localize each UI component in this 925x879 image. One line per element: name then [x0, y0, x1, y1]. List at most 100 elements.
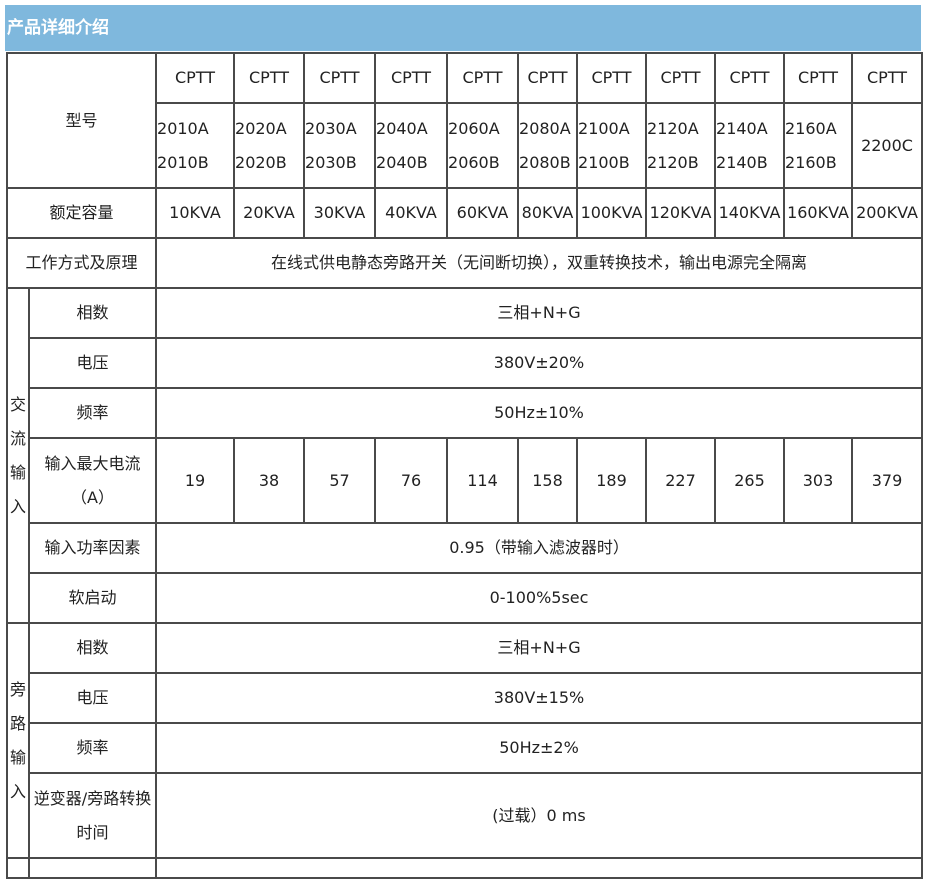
model-series: CPTT: [851, 52, 924, 104]
model-series: CPTT: [374, 52, 449, 104]
model-series: CPTT: [576, 52, 648, 104]
pf-label: 输入功率因素: [27, 522, 158, 574]
bp-freq-value: 50Hz±2%: [155, 722, 924, 774]
table-row: 软启动 0-100%5sec: [7, 572, 924, 624]
model-a: 2030A: [305, 118, 357, 138]
capacity-value: 10KVA: [155, 187, 236, 239]
model-a: 2100A: [578, 118, 630, 138]
capacity-value: 60KVA: [446, 187, 520, 239]
model-series: CPTT: [783, 52, 854, 104]
bp-phase-label: 相数: [27, 622, 158, 674]
model-a: 2060A: [448, 118, 500, 138]
cell: [6, 857, 30, 879]
bp-voltage-label: 电压: [27, 672, 158, 724]
capacity-value: 200KVA: [851, 187, 924, 239]
table-row: 输入功率因素 0.95（带输入滤波器时）: [7, 522, 924, 574]
model-a: 2020A: [235, 118, 287, 138]
cell: [155, 857, 924, 879]
max-current-value: 227: [645, 437, 717, 524]
model-number: 2120A 2120B: [645, 102, 717, 189]
max-current-value: 303: [783, 437, 854, 524]
model-a: 2200C: [861, 135, 913, 155]
model-series: CPTT: [303, 52, 377, 104]
mode-label: 工作方式及原理: [5, 237, 158, 289]
model-number: 2010A 2010B: [155, 102, 236, 189]
ac-voltage-label: 电压: [27, 337, 158, 389]
model-number: 2140A 2140B: [714, 102, 786, 189]
model-number: 2060A 2060B: [446, 102, 520, 189]
max-current-value: 189: [576, 437, 648, 524]
model-number: 2020A 2020B: [233, 102, 306, 189]
model-series: CPTT: [233, 52, 306, 104]
model-number: 2200C: [851, 102, 924, 189]
model-a: 2040A: [376, 118, 428, 138]
max-current-value: 114: [446, 437, 520, 524]
max-current-value: 265: [714, 437, 786, 524]
capacity-label: 额定容量: [5, 187, 158, 239]
cell: [27, 857, 158, 879]
model-b: 2080B: [519, 152, 571, 172]
bp-phase-value: 三相+N+G: [155, 622, 924, 674]
table-row: 旁路输入 相数 三相+N+G: [6, 622, 924, 859]
capacity-value: 100KVA: [576, 187, 648, 239]
max-current-label: 输入最大电流（A）: [27, 437, 158, 524]
bp-voltage-value: 380V±15%: [155, 672, 924, 724]
model-a: 2010A: [157, 118, 209, 138]
max-current-value: 379: [851, 437, 924, 524]
model-number: 2100A 2100B: [576, 102, 648, 189]
soft-start-value: 0-100%5sec: [155, 572, 924, 624]
max-current-value: 76: [374, 437, 449, 524]
table-row: 电压 380V±15%: [7, 672, 924, 724]
model-number: 2080A 2080B: [517, 102, 579, 189]
model-a: 2120A: [647, 118, 699, 138]
ac-phase-label: 相数: [27, 287, 158, 339]
model-b: 2040B: [376, 152, 428, 172]
table-row: 工作方式及原理 在线式供电静态旁路开关（无间断切换），双重转换技术，输出电源完全隔…: [5, 237, 924, 289]
capacity-value: 160KVA: [783, 187, 854, 239]
capacity-value: 40KVA: [374, 187, 449, 239]
model-a: 2160A: [785, 118, 837, 138]
table-row: 频率 50Hz±2%: [7, 722, 924, 774]
ac-input-group-label: 交流输入: [6, 287, 30, 624]
model-number: 2030A 2030B: [303, 102, 377, 189]
table-row: 2010A 2010B 2020A 2020B 2030A 2030B 2040A 2040B…: [7, 102, 924, 189]
model-a: 2140A: [716, 118, 768, 138]
transfer-label: 逆变器/旁路转换时间: [27, 772, 158, 859]
spec-table: 型号 CPTT CPTT CPTT CPTT CPTT CPTT CPTT CPTT CPTT CP…: [5, 52, 924, 879]
section-title: 产品详细介绍: [5, 5, 921, 51]
capacity-value: 20KVA: [233, 187, 306, 239]
ac-freq-value: 50Hz±10%: [155, 387, 924, 439]
mode-value: 在线式供电静态旁路开关（无间断切换），双重转换技术，输出电源完全隔离: [155, 237, 924, 289]
pf-value: 0.95（带输入滤波器时）: [155, 522, 924, 574]
model-b: 2140B: [716, 152, 768, 172]
capacity-value: 120KVA: [645, 187, 717, 239]
bypass-input-group-label: 旁路输入: [6, 622, 30, 859]
model-series: CPTT: [645, 52, 717, 104]
transfer-value: (过载）0 ms: [155, 772, 924, 859]
model-label: 型号: [5, 52, 158, 189]
table-row: 逆变器/旁路转换时间 (过载）0 ms: [7, 772, 924, 859]
max-current-value: 38: [233, 437, 306, 524]
bp-freq-label: 频率: [27, 722, 158, 774]
model-b: 2160B: [785, 152, 837, 172]
table-row: [6, 857, 924, 879]
table-row: 交流输入 相数 三相+N+G: [6, 287, 924, 624]
table-row: 频率 50Hz±10%: [7, 387, 924, 439]
ac-voltage-value: 380V±20%: [155, 337, 924, 389]
model-b: 2030B: [305, 152, 357, 172]
model-series: CPTT: [155, 52, 236, 104]
model-b: 2010B: [157, 152, 209, 172]
max-current-value: 158: [517, 437, 579, 524]
model-series: CPTT: [446, 52, 520, 104]
model-number: 2040A 2040B: [374, 102, 449, 189]
table-row: 输入最大电流（A） 19 38 57 76 114 158 189 227 265 303 379: [7, 437, 924, 524]
table-row: 额定容量 10KVA 20KVA 30KVA 40KVA 60KVA 80KVA 100KVA…: [5, 187, 924, 239]
max-current-value: 57: [303, 437, 377, 524]
capacity-value: 80KVA: [517, 187, 579, 239]
model-b: 2060B: [448, 152, 500, 172]
model-b: 2020B: [235, 152, 287, 172]
max-current-value: 19: [155, 437, 236, 524]
model-series: CPTT: [517, 52, 579, 104]
soft-start-label: 软启动: [27, 572, 158, 624]
model-b: 2100B: [578, 152, 630, 172]
